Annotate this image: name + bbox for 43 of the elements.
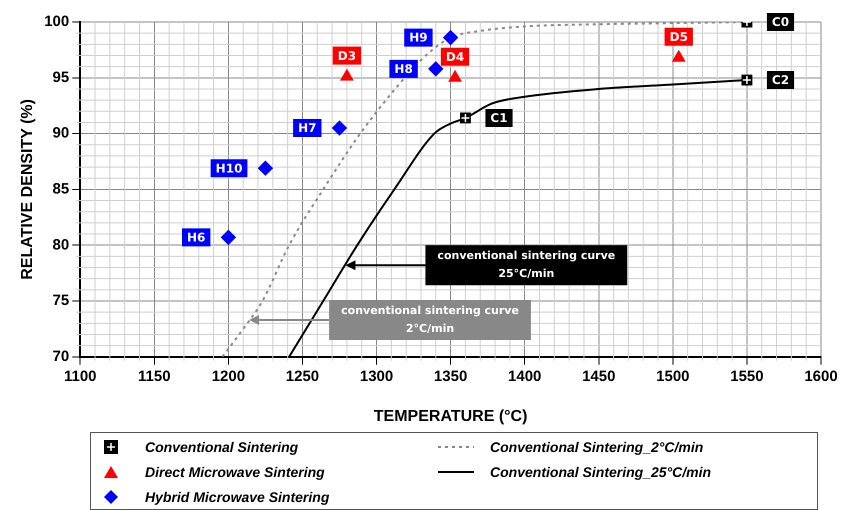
y-axis-title: RELATIVE DENSITY (%)	[19, 99, 36, 280]
point	[220, 230, 236, 245]
y-tick-label: 90	[52, 124, 70, 142]
point	[258, 160, 273, 176]
point	[428, 61, 444, 76]
y-tick-label: 85	[52, 180, 70, 198]
legend-label: Conventional Sintering_2°C/min	[490, 439, 704, 455]
legend-label: Direct Microwave Sintering	[145, 464, 325, 480]
point	[332, 120, 347, 136]
annotation: conventional sintering curve 2°C/min	[341, 304, 519, 335]
data-label: H8	[394, 62, 413, 76]
data-label: H9	[409, 30, 428, 45]
legend-label: Hybrid Microwave Sintering	[145, 489, 330, 505]
y-tick-label: 70	[52, 348, 70, 365]
x-tick-label: 1100	[64, 368, 96, 385]
data-label: H10	[216, 161, 242, 176]
data-label: C1	[490, 111, 508, 126]
data-label: H7	[298, 121, 317, 136]
legend-label: Conventional Sintering_25°C/min	[490, 464, 712, 480]
x-tick-label: 1550	[730, 368, 764, 385]
y-tick-label: 95	[52, 68, 70, 86]
x-tick-label: 1400	[508, 368, 542, 385]
data-label: C2	[772, 73, 790, 88]
data-label: D4	[446, 50, 464, 64]
legend-label: Conventional Sintering	[145, 439, 298, 455]
x-tick-label: 1200	[212, 368, 246, 385]
data-label: D5	[670, 30, 688, 44]
y-tick-label: 75	[52, 292, 70, 310]
y-tick-label: 80	[52, 236, 70, 254]
y-tick-label: 100	[44, 13, 70, 30]
x-tick-label: 1350	[434, 368, 468, 385]
point	[443, 30, 458, 46]
data-label: H6	[186, 230, 206, 245]
x-axis-title: TEMPERATURE (°C)	[374, 408, 528, 425]
data-label: D3	[338, 48, 356, 63]
data-label: C0	[772, 15, 790, 30]
x-tick-label: 1250	[286, 368, 320, 385]
x-tick-label: 1500	[656, 368, 690, 385]
x-tick-label: 1300	[360, 368, 394, 385]
x-tick-label: 1450	[582, 368, 616, 385]
x-tick-label: 1600	[804, 368, 838, 385]
annotation: conventional sintering curve 25°C/min	[437, 249, 616, 280]
x-tick-label: 1150	[138, 368, 171, 385]
